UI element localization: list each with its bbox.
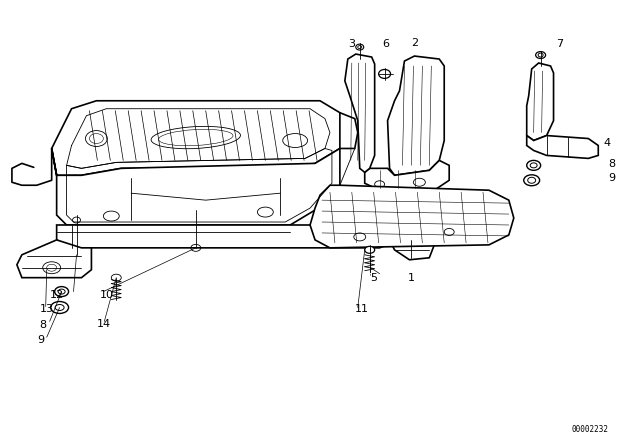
Ellipse shape xyxy=(536,52,545,59)
Ellipse shape xyxy=(54,287,68,297)
Text: 13: 13 xyxy=(40,305,54,314)
Polygon shape xyxy=(365,160,449,190)
Polygon shape xyxy=(52,148,340,225)
Ellipse shape xyxy=(51,302,68,314)
Polygon shape xyxy=(17,240,92,278)
Text: 4: 4 xyxy=(604,138,611,147)
Text: 8: 8 xyxy=(608,159,615,169)
Text: 8: 8 xyxy=(40,320,47,330)
Polygon shape xyxy=(527,63,554,141)
Polygon shape xyxy=(390,228,435,260)
Text: 5: 5 xyxy=(370,273,377,283)
Text: 1: 1 xyxy=(408,273,415,283)
Polygon shape xyxy=(57,225,410,248)
Text: 3: 3 xyxy=(348,39,355,49)
Text: 2: 2 xyxy=(412,38,419,48)
Polygon shape xyxy=(310,185,514,248)
Text: 12: 12 xyxy=(50,289,64,300)
Polygon shape xyxy=(527,136,598,159)
Text: 11: 11 xyxy=(355,305,369,314)
Ellipse shape xyxy=(527,160,541,170)
Text: 6: 6 xyxy=(383,39,390,49)
Ellipse shape xyxy=(111,274,121,281)
Text: 10: 10 xyxy=(99,289,113,300)
Polygon shape xyxy=(388,56,444,175)
Ellipse shape xyxy=(379,69,390,78)
Ellipse shape xyxy=(43,262,61,274)
Text: 00002232: 00002232 xyxy=(572,425,608,434)
Text: 14: 14 xyxy=(97,319,111,329)
Polygon shape xyxy=(345,54,374,172)
Ellipse shape xyxy=(356,44,364,50)
Polygon shape xyxy=(52,101,348,175)
Ellipse shape xyxy=(72,217,81,223)
Text: 7: 7 xyxy=(557,39,564,49)
Ellipse shape xyxy=(365,246,374,253)
Text: 9: 9 xyxy=(36,335,44,345)
Polygon shape xyxy=(340,113,358,148)
Text: 9: 9 xyxy=(608,173,615,183)
Ellipse shape xyxy=(524,175,540,186)
